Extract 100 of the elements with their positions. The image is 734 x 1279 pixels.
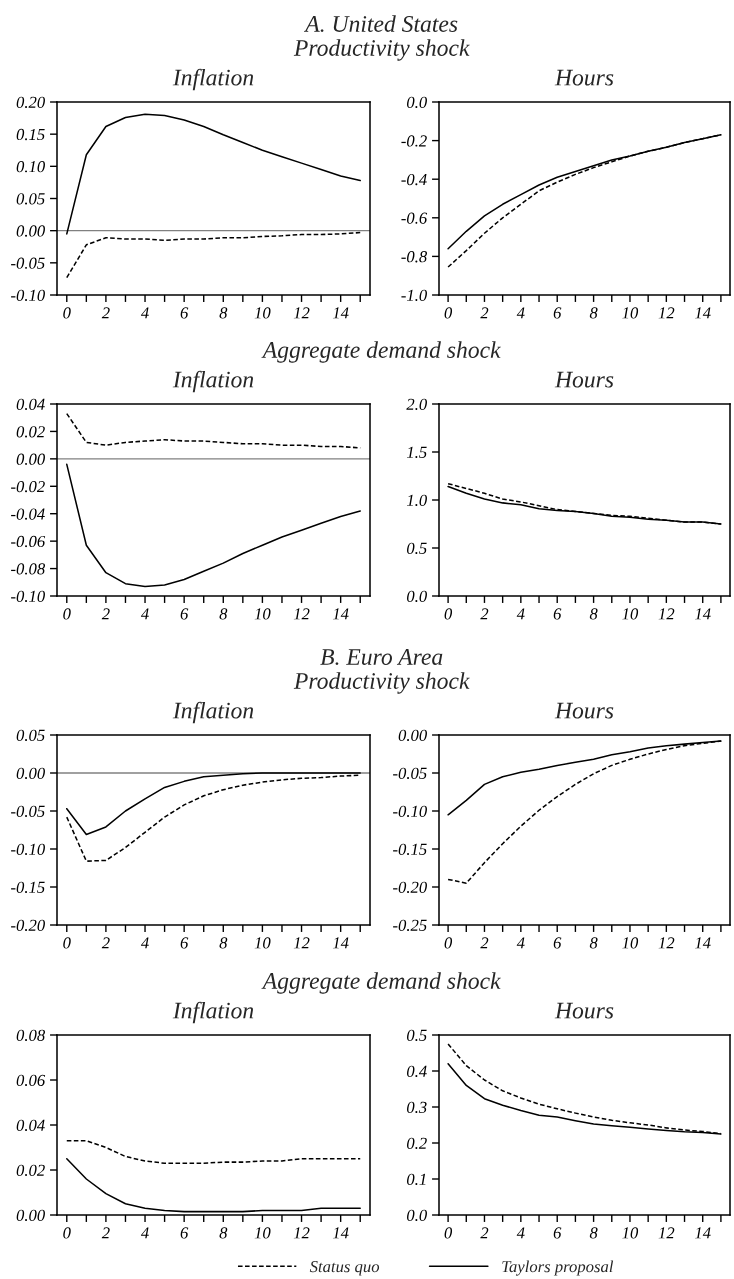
y-tick-label: 0.02 xyxy=(16,1164,45,1177)
x-tick-label: 14 xyxy=(694,608,711,620)
x-tick-label: 10 xyxy=(254,937,271,949)
y-tick-label: 0.06 xyxy=(16,1074,46,1087)
y-tick-label: 0.5 xyxy=(407,1029,427,1042)
x-tick-label: 8 xyxy=(589,937,598,949)
y-tick-label: -0.06 xyxy=(11,535,46,548)
y-tick-label: 0.20 xyxy=(16,96,45,109)
chart-title: Hours xyxy=(554,69,614,86)
y-tick-label: 0.3 xyxy=(407,1101,427,1114)
x-tick-label: 12 xyxy=(293,1227,310,1239)
x-tick-label: 14 xyxy=(332,1227,349,1239)
y-tick-label: -0.2 xyxy=(401,135,427,147)
x-tick-label: 10 xyxy=(254,1227,271,1239)
x-tick-label: 6 xyxy=(553,608,562,620)
x-tick-label: 8 xyxy=(219,937,228,949)
x-tick-label: 2 xyxy=(101,1227,110,1239)
x-tick-label: 6 xyxy=(553,307,562,319)
chart-title: Inflation xyxy=(172,1001,254,1024)
x-tick-label: 6 xyxy=(180,937,189,949)
y-tick-label: 0.2 xyxy=(407,1137,427,1150)
x-tick-label: 4 xyxy=(516,1227,525,1239)
y-tick-label: 1.0 xyxy=(406,494,427,507)
text: Productivity shock xyxy=(293,39,470,61)
x-tick-label: 6 xyxy=(180,307,189,319)
chart-title: Inflation xyxy=(172,701,254,724)
text: A. United States xyxy=(303,15,458,33)
x-tick-label: 0 xyxy=(63,937,71,949)
x-tick-label: 0 xyxy=(63,608,71,620)
y-tick-label: -0.25 xyxy=(393,919,427,932)
text: Aggregate demand shock xyxy=(261,341,501,363)
y-tick-label: 0.05 xyxy=(16,193,45,205)
x-tick-label: 10 xyxy=(622,307,639,319)
y-tick-label: 0.0 xyxy=(407,96,427,109)
x-tick-label: 12 xyxy=(658,307,675,319)
chart-title: Inflation xyxy=(172,68,254,91)
text: Productivity shock xyxy=(293,672,470,694)
x-tick-label: 8 xyxy=(589,608,598,620)
x-tick-label: 8 xyxy=(219,1227,228,1239)
y-tick-label: -0.05 xyxy=(11,805,45,818)
x-tick-label: 4 xyxy=(516,937,525,949)
y-tick-label: 0.0 xyxy=(407,1209,427,1222)
y-tick-label: 0.05 xyxy=(16,729,45,742)
x-tick-label: 8 xyxy=(589,307,598,319)
x-tick-label: 10 xyxy=(254,608,271,620)
x-tick-label: 2 xyxy=(480,937,489,949)
y-tick-label: -0.10 xyxy=(11,590,45,603)
x-tick-label: 4 xyxy=(140,608,149,620)
line-series xyxy=(66,113,361,235)
y-tick-label: -0.20 xyxy=(11,919,45,932)
y-tick-label: 0.00 xyxy=(16,1209,45,1222)
x-tick-label: 0 xyxy=(444,1227,453,1239)
x-tick-label: 14 xyxy=(694,1227,711,1239)
x-tick-label: 12 xyxy=(658,1227,675,1239)
x-tick-label: 14 xyxy=(332,608,349,620)
y-tick-label: 0.00 xyxy=(16,767,45,780)
x-tick-label: 6 xyxy=(553,1227,562,1239)
x-tick-label: 8 xyxy=(589,1227,598,1239)
y-tick-label: 0.4 xyxy=(407,1065,427,1078)
chart-title: Hours xyxy=(554,371,614,388)
x-tick-label: 0 xyxy=(444,608,453,620)
x-tick-label: 8 xyxy=(219,608,228,620)
legend-label: Status quo xyxy=(309,1261,380,1276)
x-tick-label: 4 xyxy=(140,307,149,319)
y-tick-label: -0.10 xyxy=(11,289,45,302)
y-tick-label: -0.02 xyxy=(11,480,45,493)
x-tick-label: 10 xyxy=(622,1227,639,1239)
x-tick-label: 2 xyxy=(101,937,110,949)
x-tick-label: 12 xyxy=(293,937,310,949)
y-tick-label: -0.08 xyxy=(11,563,46,575)
x-tick-label: 6 xyxy=(553,937,562,949)
y-tick-label: 0.00 xyxy=(398,729,427,742)
line-series xyxy=(66,412,361,449)
y-tick-label: 0.00 xyxy=(16,453,45,465)
y-tick-label: -0.15 xyxy=(11,881,45,894)
x-tick-label: 0 xyxy=(63,1227,71,1239)
y-tick-label: -0.20 xyxy=(393,881,427,894)
x-tick-label: 14 xyxy=(694,307,711,319)
y-tick-label: -0.10 xyxy=(11,843,45,856)
x-tick-label: 8 xyxy=(219,307,228,319)
y-tick-label: -0.05 xyxy=(393,767,427,780)
y-tick-label: -0.6 xyxy=(401,212,428,224)
y-tick-label: -0.8 xyxy=(401,251,428,263)
chart-title: Hours xyxy=(554,702,614,719)
x-tick-label: 2 xyxy=(101,608,110,620)
y-tick-label: 0.0 xyxy=(407,590,427,603)
y-tick-label: -0.05 xyxy=(11,257,45,269)
x-tick-label: 12 xyxy=(658,937,675,949)
y-tick-label: 0.02 xyxy=(16,426,45,438)
x-tick-label: 4 xyxy=(140,937,149,949)
x-tick-label: 14 xyxy=(694,937,711,949)
y-tick-label: 0.00 xyxy=(16,225,45,237)
chart-title: Hours xyxy=(554,1002,614,1019)
x-tick-label: 6 xyxy=(180,1227,189,1239)
y-tick-label: -1.0 xyxy=(401,289,427,302)
x-tick-label: 4 xyxy=(140,1227,149,1239)
x-tick-label: 12 xyxy=(658,608,675,620)
x-tick-label: 6 xyxy=(180,608,189,620)
line-series xyxy=(66,1139,361,1165)
x-tick-label: 0 xyxy=(63,307,71,319)
